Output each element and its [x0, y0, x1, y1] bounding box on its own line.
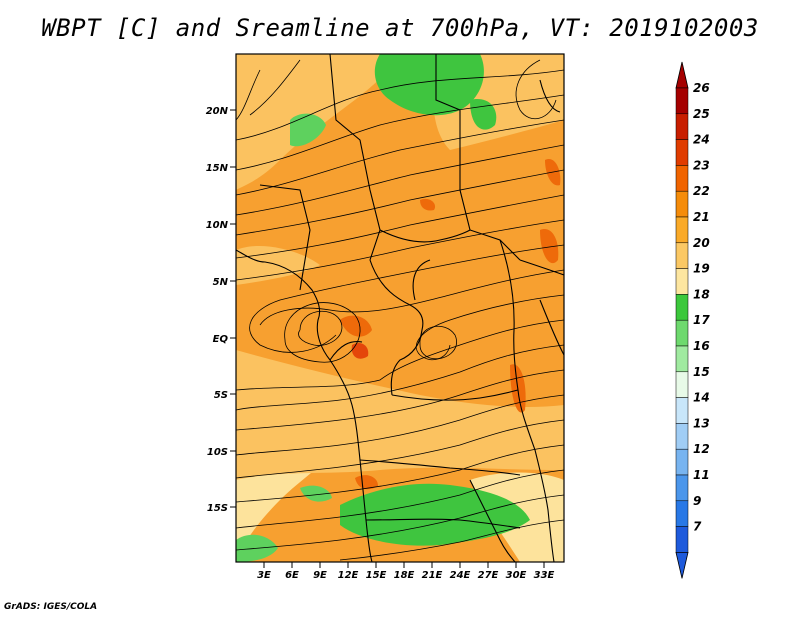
- lat-label: 10S: [207, 447, 228, 458]
- colorbar-label: 20: [693, 236, 710, 250]
- colorbar-swatch: [675, 474, 689, 502]
- colorbar-label: 9: [693, 494, 701, 508]
- lat-label: EQ: [213, 334, 229, 345]
- colorbar-swatch: [675, 448, 689, 476]
- shade-23-24-hotspot-b: [351, 343, 369, 359]
- colorbar-swatch: [675, 345, 689, 373]
- shade-22-23-hotspot-a: [340, 315, 372, 337]
- shade-17-18-kalahari: [340, 483, 530, 546]
- lat-label: 20N: [206, 106, 229, 117]
- colorbar-swatch: [675, 216, 689, 244]
- colorbar-swatch: [675, 165, 689, 192]
- colorbar-swatch: [675, 526, 689, 553]
- colorbar-label: 14: [693, 391, 710, 405]
- colorbar-label: 18: [693, 287, 710, 301]
- lon-label: 15E: [366, 570, 387, 581]
- colorbar-label: 25: [693, 107, 710, 121]
- colorbar-swatch: [675, 371, 689, 398]
- lon-label: 33E: [534, 570, 555, 581]
- colorbar-label: 26: [693, 81, 710, 95]
- colorbar-label: 11: [693, 468, 710, 482]
- lat-axis: 20N 15N 10N 5N EQ 5S 10S 15S: [206, 106, 236, 514]
- colorbar-bottom-arrow: [675, 552, 689, 579]
- colorbar-label: 21: [693, 210, 710, 224]
- lat-label: 15N: [206, 163, 229, 174]
- colorbar-label: 22: [693, 184, 710, 198]
- colorbar-swatch: [675, 242, 689, 269]
- political-borders: [236, 54, 564, 562]
- colorbar-label: 19: [693, 262, 710, 276]
- lon-label: 24E: [450, 570, 471, 581]
- colorbar-top-arrow: [675, 61, 689, 89]
- colorbar-swatch: [675, 87, 689, 115]
- colorbar-label: 24: [693, 133, 710, 147]
- colorbar-label: 16: [693, 339, 710, 353]
- colorbar-label: 12: [693, 442, 710, 456]
- colorbar-swatch: [675, 113, 689, 140]
- shade-17-18-angola: [300, 485, 332, 502]
- shade-17-18-mali: [290, 113, 326, 147]
- colorbar: 26 25 24 23 22 21 20 19 18 17 16 15 14 13 12 11 9 7: [675, 61, 710, 579]
- lat-label: 5S: [214, 390, 228, 401]
- map-panel: [236, 54, 564, 562]
- colorbar-label: 13: [693, 416, 710, 430]
- colorbar-swatch: [675, 319, 689, 347]
- lon-label: 3E: [257, 570, 271, 581]
- grads-credit: GrADS: IGES/COLA: [4, 602, 98, 612]
- lon-label: 12E: [338, 570, 359, 581]
- lon-label: 6E: [285, 570, 299, 581]
- colorbar-label: 15: [693, 365, 710, 379]
- colorbar-label: 17: [693, 313, 710, 327]
- colorbar-swatch: [675, 190, 689, 218]
- chart-title: WBPT [C] and Sreamline at 700hPa, VT: 20…: [41, 14, 759, 42]
- shade-17-18-nubia: [470, 99, 497, 130]
- colorbar-label: 7: [693, 520, 702, 534]
- colorbar-swatch: [675, 397, 689, 424]
- shade-22-23-hotspot-d: [540, 229, 559, 264]
- shade-17-18-sahara: [374, 54, 484, 116]
- lat-label: 15S: [207, 503, 228, 514]
- lon-label: 27E: [478, 570, 499, 581]
- lon-label: 18E: [394, 570, 415, 581]
- map-frame: [235, 53, 565, 563]
- lon-label: 21E: [422, 570, 443, 581]
- colorbar-swatch: [675, 500, 689, 527]
- shade-22-23-hotspot-g: [355, 475, 378, 490]
- colorbar-swatch: [675, 423, 689, 450]
- lon-label: 9E: [313, 570, 327, 581]
- colorbar-label: 23: [693, 158, 710, 172]
- lon-label: 30E: [506, 570, 527, 581]
- colorbar-swatch: [675, 139, 689, 166]
- colorbar-swatch: [675, 268, 689, 295]
- colorbar-swatch: [675, 294, 689, 321]
- streamlines: [236, 59, 564, 561]
- lon-axis: 3E 6E 9E 12E 15E 18E 21E 24E 27E 30E 33E: [257, 562, 555, 581]
- shade-22-23-hotspot-f: [420, 198, 436, 211]
- lat-label: 5N: [213, 277, 229, 288]
- lat-label: 10N: [206, 220, 229, 231]
